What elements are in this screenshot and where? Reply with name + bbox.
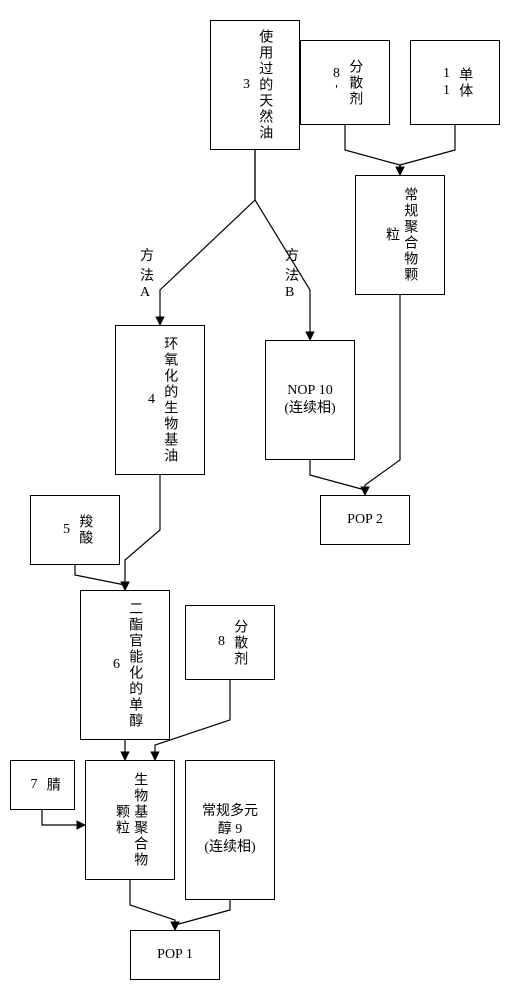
node-label-convparticles: 常规聚合物颗粒 [382,180,418,290]
edge-monomer11-to-convparticles [400,125,455,175]
node-root: 使用过的天然油 3 [210,20,300,150]
edge-convpolyol-to-pop1 [175,900,230,930]
node-label-diester: 二酯官能化的单醇 6 [107,595,143,735]
node-monomer11: 单体 11 [410,40,500,125]
node-label-epoxidized: 环氧化的生物基油 4 [142,330,178,470]
node-label-nop10: NOP 10(连续相) [284,382,335,418]
node-epoxidized: 环氧化的生物基油 4 [115,325,205,475]
edge-bioparticles-to-pop1 [130,880,175,930]
node-label-bioparticles: 生物基聚合物颗粒 [112,765,148,875]
node-bioparticles: 生物基聚合物颗粒 [85,760,175,880]
node-dispersant8p: 分散剂 8' [300,40,390,125]
node-label-monomer11: 单体 11 [437,45,473,120]
flowchart-canvas: 使用过的天然油 3 方法 A 方法 B 环氧化的生物基油 4 NOP 10(连续相) 羧酸… [0,0,520,1000]
edge-convparticles-to-pop2 [365,295,400,495]
node-pop2: POP 2 [320,495,410,545]
node-label-pop1: POP 1 [157,946,193,964]
node-label-nitrile: 腈 7 [24,765,60,805]
node-carboxylic: 羧酸 5 [30,495,120,565]
node-method_a: 方法 A [140,245,160,315]
node-diester: 二酯官能化的单醇 6 [80,590,170,740]
node-method_b: 方法 B [285,245,305,315]
node-convparticles: 常规聚合物颗粒 [355,175,445,295]
node-label-dispersant8: 分散剂 8 [212,610,248,675]
edge-root-to-epoxidized [160,150,255,325]
node-dispersant8: 分散剂 8 [185,605,275,680]
edge-epoxidized-to-diester [125,475,160,590]
node-label-pop2: POP 2 [347,511,383,529]
node-label-root: 使用过的天然油 3 [237,25,273,145]
node-convpolyol: 常规多元醇 9(连续相) [185,760,275,900]
node-pop1: POP 1 [130,930,220,980]
node-nop10: NOP 10(连续相) [265,340,355,460]
node-label-dispersant8p: 分散剂 8' [327,45,363,120]
edge-nop10-to-pop2 [310,460,365,495]
node-label-carboxylic: 羧酸 5 [57,500,93,560]
node-label-convpolyol: 常规多元醇 9(连续相) [190,803,270,858]
edge-dispersant8p-to-convparticles [345,125,400,175]
node-label-method_b: 方法 B [285,249,299,300]
node-label-method_a: 方法 A [140,249,154,300]
edge-carboxylic-to-diester [75,565,125,590]
node-nitrile: 腈 7 [10,760,75,810]
edge-nitrile-to-bioparticles [42,810,85,825]
